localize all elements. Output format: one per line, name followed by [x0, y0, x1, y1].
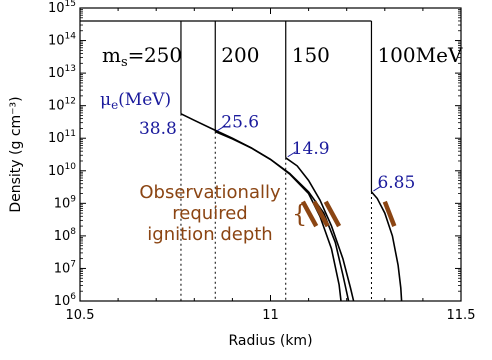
y-tick-exponent: 6	[70, 292, 76, 302]
y-tick-label-3: 109	[54, 194, 77, 211]
annotation-labels: 38.8 250 25.6 200 14.9 150 6.85 100MeV	[139, 43, 463, 193]
ms-value-label-3: 100MeV	[377, 43, 462, 67]
y-tick-exponent: 15	[65, 0, 76, 9]
x-tick-label-2: 11.5	[447, 308, 476, 323]
ms-label-prefix: ms=	[102, 43, 144, 70]
y-tick-exponent: 12	[65, 97, 76, 107]
y-tick-label-7: 1013	[48, 64, 76, 81]
density-curves	[80, 20, 403, 302]
y-tick-base: 10	[54, 229, 71, 244]
y-tick-base: 10	[54, 196, 71, 211]
ms-eq: =	[128, 43, 145, 67]
y-tick-exponent: 13	[65, 64, 76, 74]
x-tick-label-0: 10.5	[66, 308, 95, 323]
mu-e-header-label: μe(MeV)	[100, 90, 171, 112]
x-tick-label-1: 11	[262, 308, 279, 323]
density-curve-3	[370, 191, 403, 302]
y-tick-exponent: 10	[65, 162, 77, 172]
ignition-depth-segments	[300, 200, 397, 228]
ignition-segment-1	[312, 200, 330, 228]
ms-m: m	[102, 43, 121, 67]
ignition-annotation-line-3: ignition depth	[147, 224, 272, 245]
axis-ticks: 10.5 11 11.5106107108109101010111012101310…	[48, 0, 475, 323]
y-tick-exponent: 8	[70, 227, 76, 237]
y-tick-base: 10	[48, 34, 65, 49]
y-tick-label-2: 108	[54, 227, 77, 244]
mu-e-pointer-3	[373, 185, 382, 192]
y-tick-label-6: 1012	[48, 97, 76, 114]
surface-dotted-lines	[180, 113, 372, 301]
ignition-brace: {	[292, 200, 307, 228]
y-tick-label-5: 1011	[48, 129, 76, 146]
mu-e-pointer-2	[287, 151, 297, 158]
y-tick-label-9: 1015	[48, 0, 76, 16]
mu-unit: (MeV)	[118, 90, 171, 110]
y-tick-base: 10	[48, 66, 65, 81]
ms-value-label-2: 150	[292, 43, 330, 67]
mu-e-value-label-0: 38.8	[139, 119, 177, 139]
ms-sub: s	[121, 55, 128, 70]
ignition-segment-0	[300, 200, 319, 228]
mu-sub: e	[111, 98, 118, 112]
ignition-segment-3	[382, 200, 397, 227]
density-curve-1	[214, 130, 350, 302]
y-tick-exponent: 14	[65, 32, 77, 42]
y-tick-exponent: 7	[70, 259, 76, 269]
y-tick-label-8: 1014	[48, 32, 76, 49]
density-curve-2	[285, 157, 355, 302]
y-tick-base: 10	[48, 1, 65, 16]
y-tick-base: 10	[48, 131, 65, 146]
mu-e-value-label-3: 6.85	[377, 173, 415, 193]
y-tick-label-1: 107	[54, 259, 76, 276]
x-axis-label: Radius (km)	[228, 333, 312, 349]
y-tick-base: 10	[48, 99, 65, 114]
y-tick-base: 10	[54, 261, 71, 276]
y-axis-label: Density (g cm⁻³)	[8, 96, 24, 212]
y-tick-label-4: 1010	[48, 162, 76, 179]
ms-value-label-0: 250	[144, 43, 182, 67]
mu-e-value-label-2: 14.9	[292, 139, 330, 159]
mu-e-value-label-1: 25.6	[221, 113, 259, 133]
y-tick-label-0: 106	[54, 292, 77, 309]
y-tick-exponent: 9	[70, 194, 76, 204]
y-tick-exponent: 11	[65, 129, 76, 139]
y-tick-base: 10	[54, 294, 71, 309]
ignition-segment-2	[323, 200, 342, 228]
ms-value-label-1: 200	[221, 43, 259, 67]
mu-e-pointer-1	[216, 125, 226, 132]
mu-base: μ	[100, 90, 111, 110]
y-tick-base: 10	[48, 164, 65, 179]
ignition-annotation-line-1: Observationally	[139, 182, 281, 203]
ignition-annotation-line-2: required	[172, 203, 247, 224]
